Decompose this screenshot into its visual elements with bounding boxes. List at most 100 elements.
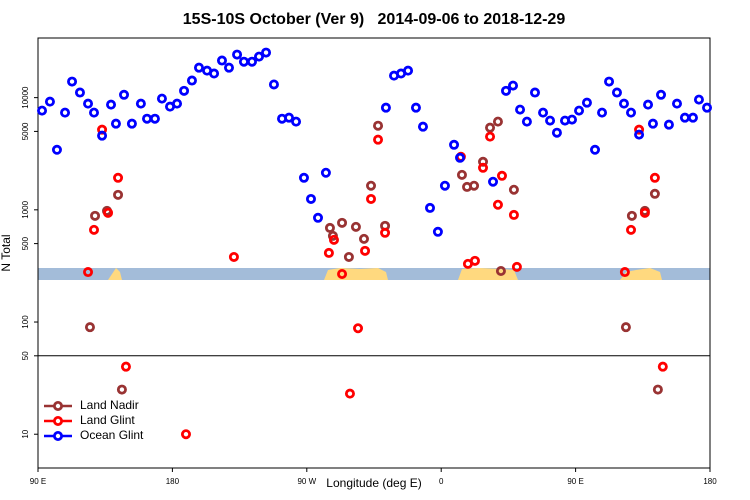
point [37,105,48,116]
point [180,429,191,440]
point [449,139,460,150]
chart-title: 15S-10S October (Ver 9) 2014-09-06 to 20… [183,11,566,28]
point [353,323,364,334]
point [567,114,578,125]
point [687,112,698,123]
point [172,98,183,109]
point [84,322,95,333]
land-shape [324,268,388,280]
point [337,217,348,228]
point [268,79,279,90]
point [343,251,354,262]
point [485,122,496,133]
point [120,361,131,372]
point [360,245,371,256]
y-tick-label: 5000 [21,122,30,140]
point [113,189,124,200]
point [89,224,100,235]
point [126,118,137,129]
point [611,87,622,98]
point [261,47,272,58]
point [232,49,243,60]
point [634,129,645,140]
point [455,152,466,163]
point [110,118,121,129]
legend-marker [53,400,64,411]
point [209,68,220,79]
point [488,176,499,187]
point [410,102,421,113]
point [538,107,549,118]
legend-label: Land Glint [80,413,135,427]
x-axis-label: Longitude (deg E) [326,476,421,490]
point [323,247,334,258]
point [485,131,496,142]
point [492,199,503,210]
point [649,188,660,199]
point [149,113,160,124]
point [424,202,435,213]
point [254,51,265,62]
point [620,322,631,333]
point [373,134,384,145]
point [496,170,507,181]
point [142,113,153,124]
point [551,127,562,138]
point [116,384,127,395]
point [529,87,540,98]
point [60,107,71,118]
point [298,172,309,183]
point [618,98,629,109]
point [312,212,323,223]
point [74,87,85,98]
point [656,89,667,100]
point [344,388,355,399]
point [581,97,592,108]
point [495,265,506,276]
point [501,85,512,96]
point [634,124,645,135]
point [647,118,658,129]
point [439,180,450,191]
point [545,115,556,126]
point [179,85,190,96]
point [291,116,302,127]
point [119,89,130,100]
point [51,144,62,155]
point [511,261,522,272]
point [373,120,384,131]
point [639,207,650,218]
y-tick-label: 100 [21,315,30,329]
point [643,99,654,110]
point [469,180,480,191]
point [492,116,503,127]
point [604,76,615,87]
point [366,180,377,191]
point [284,112,295,123]
point [432,226,443,237]
point [626,224,637,235]
point [478,162,489,173]
y-tick-label: 1000 [21,200,30,218]
x-tick-label: 90 E [567,477,583,486]
point [228,251,239,262]
point [671,98,682,109]
point [380,102,391,113]
point [44,96,55,107]
point [657,361,668,372]
x-tick-label: 0 [439,477,444,486]
x-tick-label: 180 [166,477,180,486]
point [508,80,519,91]
point [521,116,532,127]
point [619,267,630,278]
point [90,210,101,221]
point [89,107,100,118]
legend-label: Land Nadir [80,398,139,412]
point [337,268,348,279]
point [103,207,114,218]
point [135,98,146,109]
point [83,98,94,109]
point [305,193,316,204]
point [106,99,117,110]
point [652,384,663,395]
